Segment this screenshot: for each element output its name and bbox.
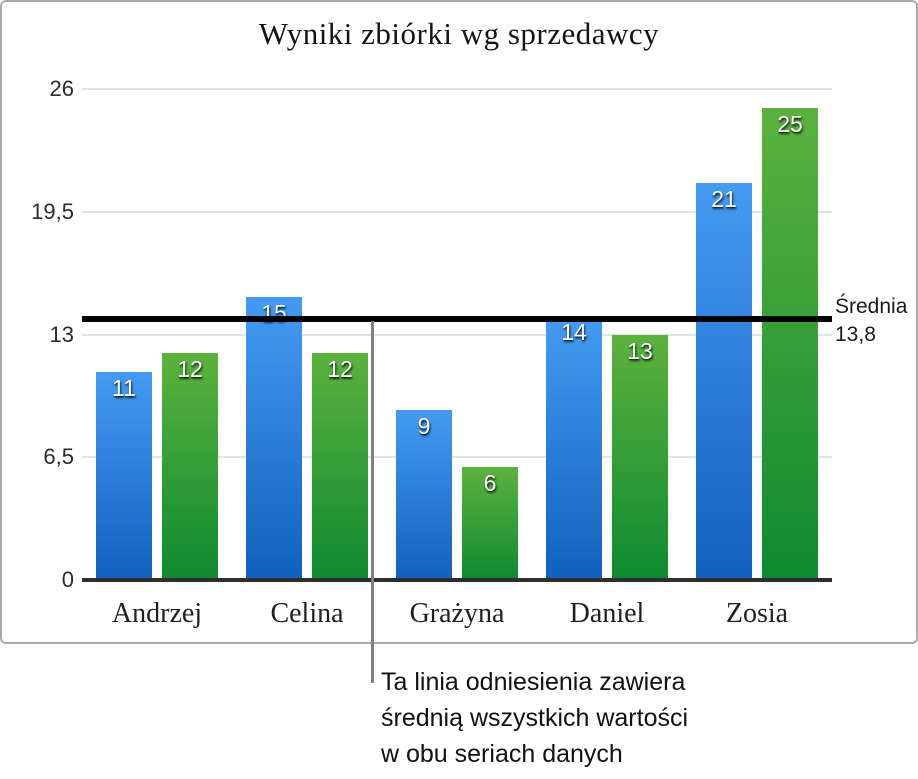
bar-value-label: 9	[417, 413, 431, 440]
y-axis-tick-label: 19,5	[31, 198, 74, 224]
callout-text: Ta linia odniesienia zawiera średnią wsz…	[381, 668, 689, 768]
bar-group: 21 25	[696, 89, 818, 580]
bar-series-green: 25	[762, 107, 818, 580]
bar-value-label: 21	[711, 186, 737, 213]
bar-series-green: 6	[462, 466, 518, 580]
plot-area: 11 12 15 12 9 6 14 13 21 25	[82, 88, 832, 582]
bar-series-green: 12	[312, 353, 368, 580]
gridline	[82, 88, 832, 90]
bar-value-label: 12	[177, 356, 203, 383]
bar-value-label: 15	[261, 299, 287, 326]
chart-title: Wyniki zbiórki wg sprzedawcy	[258, 16, 660, 51]
bar-value-label: 13	[627, 337, 653, 364]
gridline	[82, 210, 832, 213]
y-axis-tick-label: 0	[61, 567, 74, 592]
bar-value-label: 14	[561, 318, 587, 345]
x-axis-line	[82, 578, 832, 582]
bar-value-label: 25	[777, 110, 803, 137]
x-axis-category-label: Zosia	[725, 598, 789, 629]
bar-groups: 11 12 15 12 9 6 14 13 21 25	[82, 89, 832, 580]
bar-group: 11 12	[96, 89, 218, 580]
y-axis-tick-label: 26	[49, 76, 74, 101]
x-axis-category-label: Celina	[270, 598, 344, 629]
bar-series-green: 13	[612, 334, 668, 580]
y-axis-tick-label: 6,5	[43, 444, 74, 470]
bar-series-blue: 14	[546, 315, 602, 580]
bar-value-label: 11	[112, 375, 136, 402]
y-axis-labels: 0 6,5 13 19,5 26	[2, 76, 74, 592]
bar-series-blue: 15	[246, 296, 302, 580]
bar-series-green: 12	[162, 353, 218, 580]
y-axis-tick-label: 13	[49, 321, 74, 347]
bar-group: 14 13	[546, 89, 668, 580]
x-axis-category-label: Grażyna	[409, 598, 505, 629]
x-axis-category-label: Daniel	[569, 598, 645, 629]
bar-series-blue: 9	[396, 410, 452, 580]
bar-value-label: 12	[327, 356, 353, 383]
bar-series-blue: 21	[696, 183, 752, 580]
x-axis-category-label: Andrzej	[111, 598, 203, 629]
chart-figure: Wyniki zbiórki wg sprzedawcy 0 6,5 13 19,5 2…	[0, 0, 918, 644]
bar-value-label: 6	[483, 469, 497, 496]
bar-group: 15 12	[246, 89, 368, 580]
gridline	[82, 333, 832, 336]
reference-line-label: Średnia 13,8	[835, 295, 908, 346]
reference-line	[82, 316, 832, 323]
bar-series-blue: 11	[96, 372, 152, 580]
callout-connector-line	[371, 321, 374, 683]
gridline	[82, 456, 832, 459]
x-axis-labels: Andrzej Celina Grażyna Daniel Zosia	[82, 598, 832, 630]
